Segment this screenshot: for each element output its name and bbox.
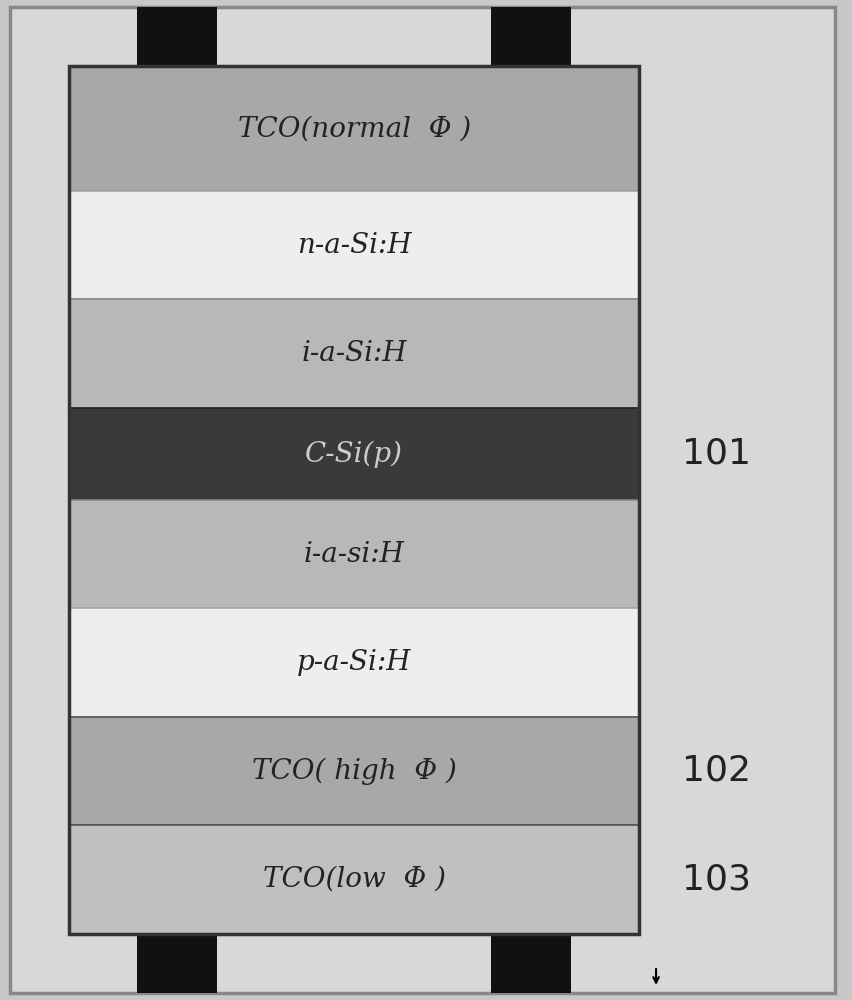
Bar — [69, 500, 638, 608]
Bar — [69, 408, 638, 500]
Bar — [137, 7, 217, 66]
Text: TCO(low  Φ ): TCO(low Φ ) — [262, 866, 446, 893]
Text: TCO( high  Φ ): TCO( high Φ ) — [251, 757, 456, 785]
Text: C-Si(p): C-Si(p) — [305, 440, 403, 468]
Text: 103: 103 — [681, 862, 750, 896]
Bar — [69, 66, 638, 191]
Bar — [69, 299, 638, 408]
Text: i-a-si:H: i-a-si:H — [303, 541, 404, 568]
Bar — [69, 191, 638, 299]
Bar — [69, 717, 638, 825]
Text: 101: 101 — [681, 437, 750, 471]
Text: n-a-Si:H: n-a-Si:H — [296, 232, 411, 259]
FancyBboxPatch shape — [10, 7, 833, 993]
Text: TCO(normal  Φ ): TCO(normal Φ ) — [238, 115, 470, 142]
Bar — [491, 7, 570, 66]
Text: p-a-Si:H: p-a-Si:H — [296, 649, 411, 676]
Bar — [491, 934, 570, 993]
Text: 102: 102 — [681, 754, 750, 788]
Bar — [137, 934, 217, 993]
Bar — [69, 825, 638, 934]
Bar — [69, 66, 638, 934]
Bar — [69, 608, 638, 717]
Text: i-a-Si:H: i-a-Si:H — [301, 340, 406, 367]
